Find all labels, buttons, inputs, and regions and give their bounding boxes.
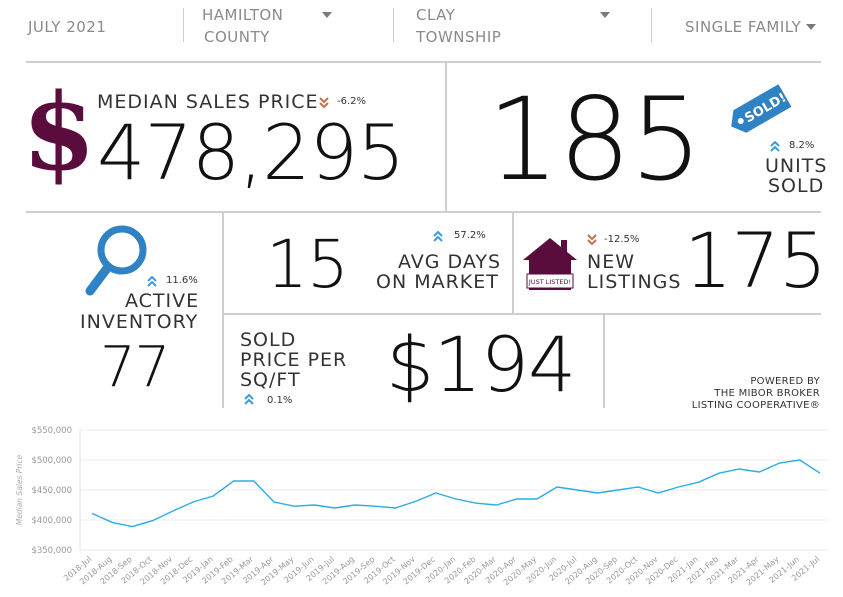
median-price-line-chart: $350,000 $400,000 $450,000 $500,000 $550,000… [15,426,828,587]
divider [393,8,394,42]
powered-by-credit: POWERED BY THE MIBOR BROKER LISTING COOP… [692,376,820,412]
up-chevron-icon [433,231,443,242]
median-price-change: -6.2% [337,96,367,107]
median-price-series-line [91,459,821,528]
y-tick-label: $400,000 [31,516,72,526]
up-chevron-icon [147,276,157,287]
active-inventory-label-2: INVENTORY [80,311,199,333]
grid-line [512,211,514,314]
sold-tag-icon: SOLD! [731,84,792,133]
avg-days-label-1: AVG DAYS [398,251,502,273]
y-tick-label: $450,000 [31,486,72,496]
active-inventory-change: 11.6% [166,275,198,286]
y-tick-label: $350,000 [31,546,72,556]
grid-line [26,61,821,63]
powered-by-line3: LISTING COOPERATIVE® [691,400,820,411]
house-just-listed-icon: JUST LISTED! [523,238,577,290]
county-filter[interactable]: HAMILTON COUNTY [202,4,283,48]
median-price-value: 478,295 [97,108,405,197]
units-sold-label-1: UNITS [765,155,828,177]
price-sqft-change: 0.1% [267,395,293,406]
divider [183,8,184,42]
price-sqft-label-1: SOLD [240,329,297,351]
township-filter[interactable]: CLAY TOWNSHIP [416,4,501,48]
township-filter-line2: TOWNSHIP [416,28,502,46]
magnifier-icon [85,225,147,296]
units-sold-label-2: SOLD [768,175,825,197]
grid-line [26,211,821,213]
active-inventory-value: 77 [100,335,170,400]
active-inventory-label-1: ACTIVE [125,290,200,312]
grid-line [222,313,821,315]
up-chevron-icon [244,394,254,405]
down-chevron-icon [587,234,597,246]
avg-days-value: 15 [266,226,349,303]
period-filter-label: JULY 2021 [28,18,107,36]
just-listed-text: JUST LISTED! [528,278,571,286]
property-type-dropdown-chevron-icon[interactable] [806,24,816,30]
new-listings-change: -12.5% [604,234,640,245]
grid-line [222,211,224,408]
new-listings-label-1: NEW [587,251,636,273]
avg-days-change: 57.2% [454,230,486,241]
median-price-label: MEDIAN SALES PRICE [97,91,319,113]
township-filter-line1: CLAY [416,6,456,24]
powered-by-line2: THE MIBOR BROKER [714,388,820,399]
price-sqft-value: $194 [386,320,576,409]
avg-days-label-2: ON MARKET [376,271,499,293]
county-filter-line2: COUNTY [204,28,270,46]
new-listings-value: 175 [684,216,827,305]
y-tick-label: $550,000 [31,426,72,436]
down-chevron-icon [319,97,329,109]
up-chevron-icon [770,141,780,152]
county-filter-line1: HAMILTON [202,6,284,24]
county-dropdown-chevron-icon[interactable] [322,12,332,18]
units-sold-change: 8.2% [789,140,815,151]
powered-by-line1: POWERED BY [750,376,820,387]
grid-line [603,313,605,408]
period-filter[interactable]: JULY 2021 [28,16,106,38]
price-sqft-label-2: PRICE PER [240,349,348,371]
dollar-icon: $ [22,69,96,194]
new-listings-label-2: LISTINGS [587,271,682,293]
property-type-label: SINGLE FAMILY [685,18,802,36]
y-tick-label: $500,000 [31,456,72,466]
property-type-filter[interactable]: SINGLE FAMILY [685,16,801,38]
divider [651,8,652,42]
price-sqft-label-3: SQ/FT [240,369,301,391]
grid-line [445,61,447,212]
township-dropdown-chevron-icon[interactable] [600,12,610,18]
y-axis-title: Median Sales Price [15,454,24,525]
units-sold-value: 185 [487,73,703,206]
